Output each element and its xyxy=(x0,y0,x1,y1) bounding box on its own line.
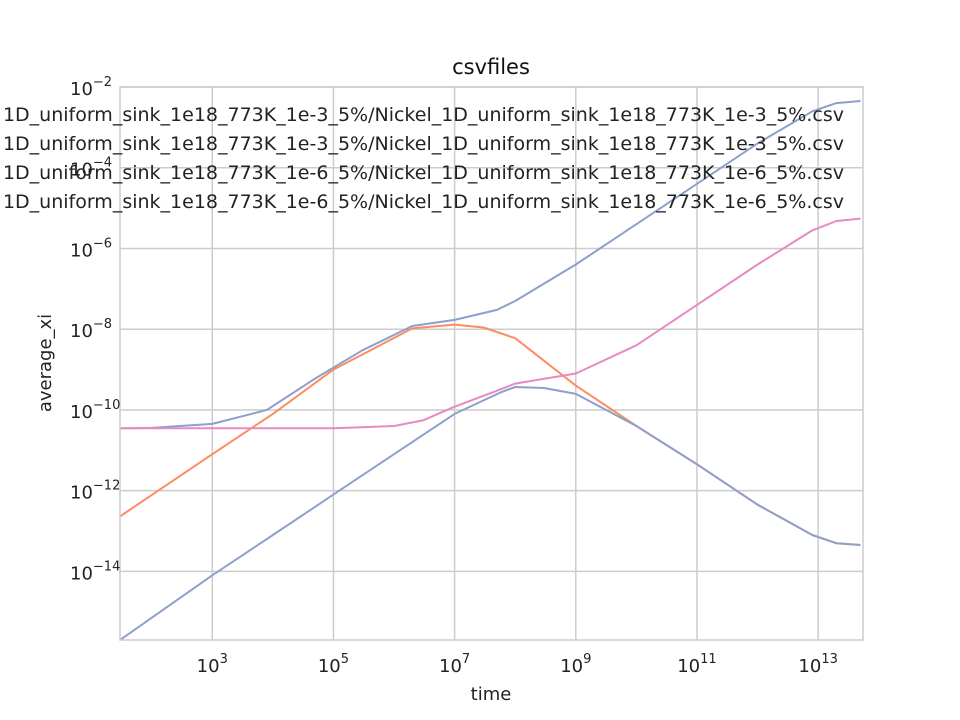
series-line-3 xyxy=(119,386,861,641)
y-tick-label: 10−2 xyxy=(70,75,112,100)
grid xyxy=(120,86,863,640)
x-tick-label: 1011 xyxy=(677,652,716,677)
x-axis-label: time xyxy=(471,684,512,705)
legend-entry: 1D_uniform_sink_1e18_773K_1e-6_5%/Nickel… xyxy=(3,162,844,184)
legend-entry: 1D_uniform_sink_1e18_773K_1e-6_5%/Nickel… xyxy=(3,191,844,213)
y-tick-label: 10−6 xyxy=(70,236,112,261)
y-tick-label: 10−8 xyxy=(70,317,112,342)
y-tick-label: 10−12 xyxy=(70,479,120,504)
x-tick-label: 1013 xyxy=(798,652,837,677)
series-layer xyxy=(119,100,861,641)
legend-entry: 1D_uniform_sink_1e18_773K_1e-3_5%/Nickel… xyxy=(3,133,844,155)
series-line-4 xyxy=(120,217,861,430)
chart-title: csvfiles xyxy=(452,55,530,79)
y-tick-label: 10−10 xyxy=(70,398,120,423)
series-line-1 xyxy=(119,100,861,430)
plot-frame xyxy=(119,86,864,641)
x-tick-label: 103 xyxy=(197,652,228,677)
legend-entry: 1D_uniform_sink_1e18_773K_1e-3_5%/Nickel… xyxy=(3,104,844,126)
y-tick-label: 10−4 xyxy=(70,156,112,181)
x-tick-labels: 103 105 107 109 1011 1013 xyxy=(197,652,838,677)
y-axis-label: average_xi xyxy=(35,314,56,412)
legend: 1D_uniform_sink_1e18_773K_1e-3_5%/Nickel… xyxy=(3,104,844,213)
series-line-2 xyxy=(119,323,861,546)
x-tick-label: 109 xyxy=(560,652,591,677)
x-tick-label: 107 xyxy=(439,652,470,677)
y-tick-label: 10−14 xyxy=(70,559,120,584)
x-tick-label: 105 xyxy=(318,652,349,677)
